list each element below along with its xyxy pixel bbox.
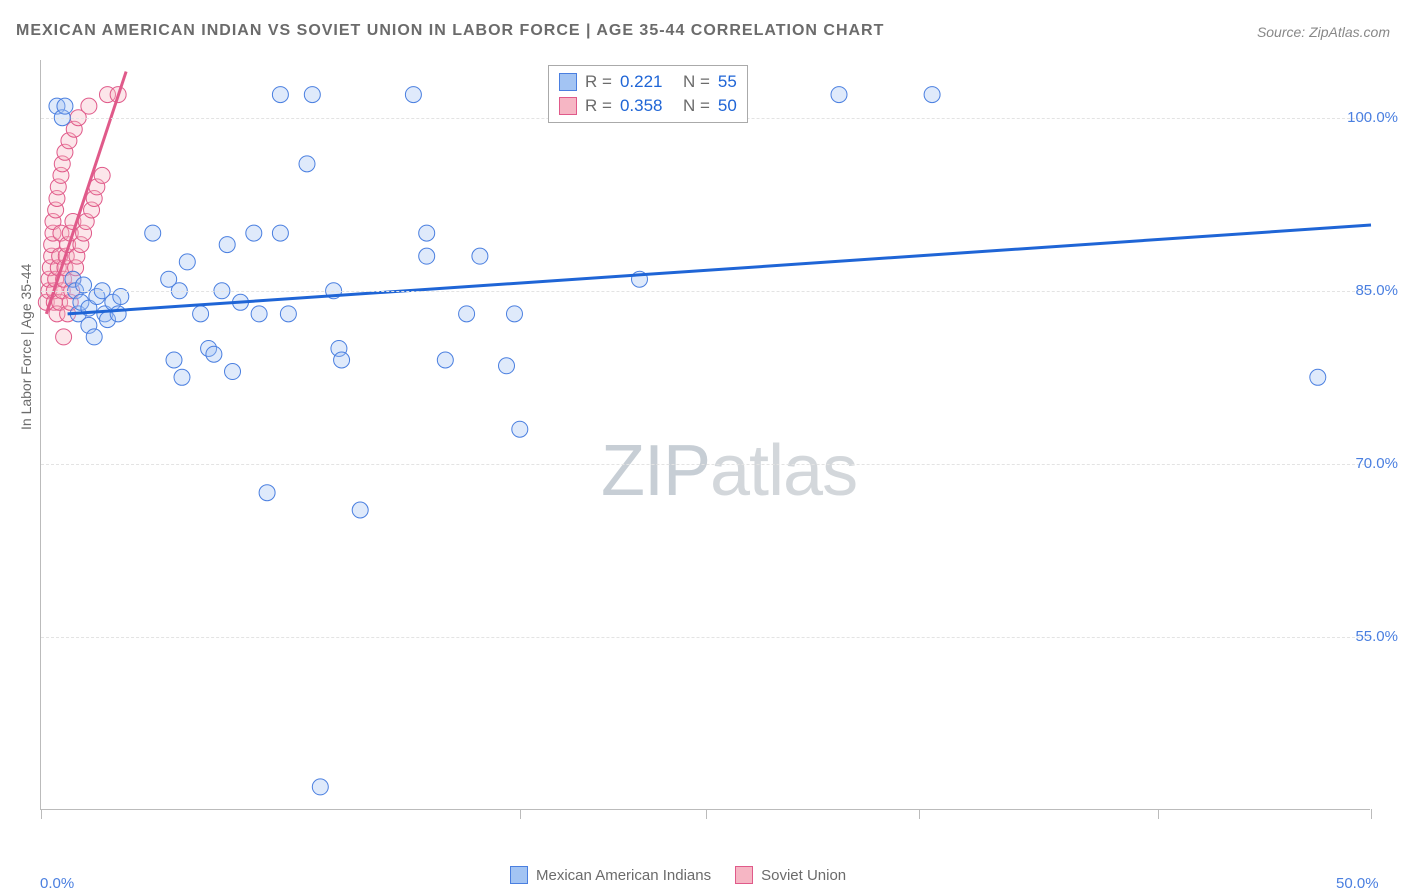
data-point <box>437 352 453 368</box>
data-point <box>81 98 97 114</box>
data-point <box>280 306 296 322</box>
data-point <box>334 352 350 368</box>
data-point <box>57 98 73 114</box>
x-tick <box>41 809 42 819</box>
data-point <box>166 352 182 368</box>
trend-line <box>68 225 1371 314</box>
watermark: ZIPatlas <box>601 430 857 512</box>
data-point <box>459 306 475 322</box>
x-tick <box>919 809 920 819</box>
data-point <box>472 248 488 264</box>
stats-row-blue: R = 0.221 N = 55 <box>559 70 737 94</box>
data-point <box>193 306 209 322</box>
data-point <box>259 485 275 501</box>
data-point <box>206 346 222 362</box>
legend-item-pink: Soviet Union <box>735 866 846 884</box>
data-point <box>174 369 190 385</box>
legend-swatch-blue <box>510 866 528 884</box>
y-tick-label: 55.0% <box>1355 628 1398 645</box>
data-point <box>145 225 161 241</box>
source-attribution: Source: ZipAtlas.com <box>1257 24 1390 40</box>
data-point <box>499 358 515 374</box>
data-point <box>312 779 328 795</box>
data-point <box>219 237 235 253</box>
r-value-pink: 0.358 <box>620 96 663 116</box>
data-point <box>405 87 421 103</box>
data-point <box>304 87 320 103</box>
y-axis-label: In Labor Force | Age 35-44 <box>18 264 34 430</box>
data-point <box>924 87 940 103</box>
r-label: R = <box>585 96 612 116</box>
gridline <box>41 637 1370 638</box>
data-point <box>94 167 110 183</box>
x-tick <box>520 809 521 819</box>
y-tick-label: 100.0% <box>1347 109 1398 126</box>
bottom-legend: Mexican American Indians Soviet Union <box>510 866 846 884</box>
x-tick <box>1371 809 1372 819</box>
swatch-pink <box>559 97 577 115</box>
data-point <box>179 254 195 270</box>
data-point <box>506 306 522 322</box>
n-label: N = <box>683 96 710 116</box>
stats-row-pink: R = 0.358 N = 50 <box>559 94 737 118</box>
data-point <box>831 87 847 103</box>
r-label: R = <box>585 72 612 92</box>
x-tick <box>1158 809 1159 819</box>
data-point <box>56 329 72 345</box>
legend-label-blue: Mexican American Indians <box>536 867 711 884</box>
data-point <box>272 87 288 103</box>
data-point <box>419 248 435 264</box>
data-point <box>352 502 368 518</box>
data-point <box>110 306 126 322</box>
n-value-pink: 50 <box>718 96 737 116</box>
data-point <box>1310 369 1326 385</box>
data-point <box>225 364 241 380</box>
plot-area: ZIPatlas <box>40 60 1370 810</box>
data-point <box>419 225 435 241</box>
data-point <box>512 421 528 437</box>
correlation-stats-box: R = 0.221 N = 55 R = 0.358 N = 50 <box>548 65 748 123</box>
r-value-blue: 0.221 <box>620 72 663 92</box>
x-tick-label: 0.0% <box>40 875 74 892</box>
data-point <box>86 329 102 345</box>
x-tick-label: 50.0% <box>1336 875 1379 892</box>
y-tick-label: 85.0% <box>1355 282 1398 299</box>
data-point <box>299 156 315 172</box>
data-point <box>246 225 262 241</box>
gridline <box>41 291 1370 292</box>
n-label: N = <box>683 72 710 92</box>
n-value-blue: 55 <box>718 72 737 92</box>
watermark-zip: ZIP <box>601 431 710 511</box>
legend-swatch-pink <box>735 866 753 884</box>
legend-label-pink: Soviet Union <box>761 867 846 884</box>
swatch-blue <box>559 73 577 91</box>
y-tick-label: 70.0% <box>1355 455 1398 472</box>
chart-title: MEXICAN AMERICAN INDIAN VS SOVIET UNION … <box>16 22 884 40</box>
legend-item-blue: Mexican American Indians <box>510 866 711 884</box>
data-point <box>272 225 288 241</box>
data-point <box>251 306 267 322</box>
watermark-atlas: atlas <box>710 431 857 511</box>
x-tick <box>706 809 707 819</box>
gridline <box>41 464 1370 465</box>
